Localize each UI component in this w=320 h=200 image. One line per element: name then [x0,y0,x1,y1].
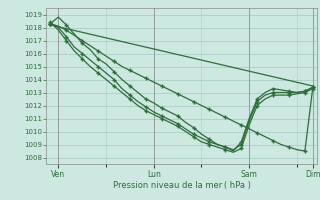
X-axis label: Pression niveau de la mer ( hPa ): Pression niveau de la mer ( hPa ) [113,181,251,190]
